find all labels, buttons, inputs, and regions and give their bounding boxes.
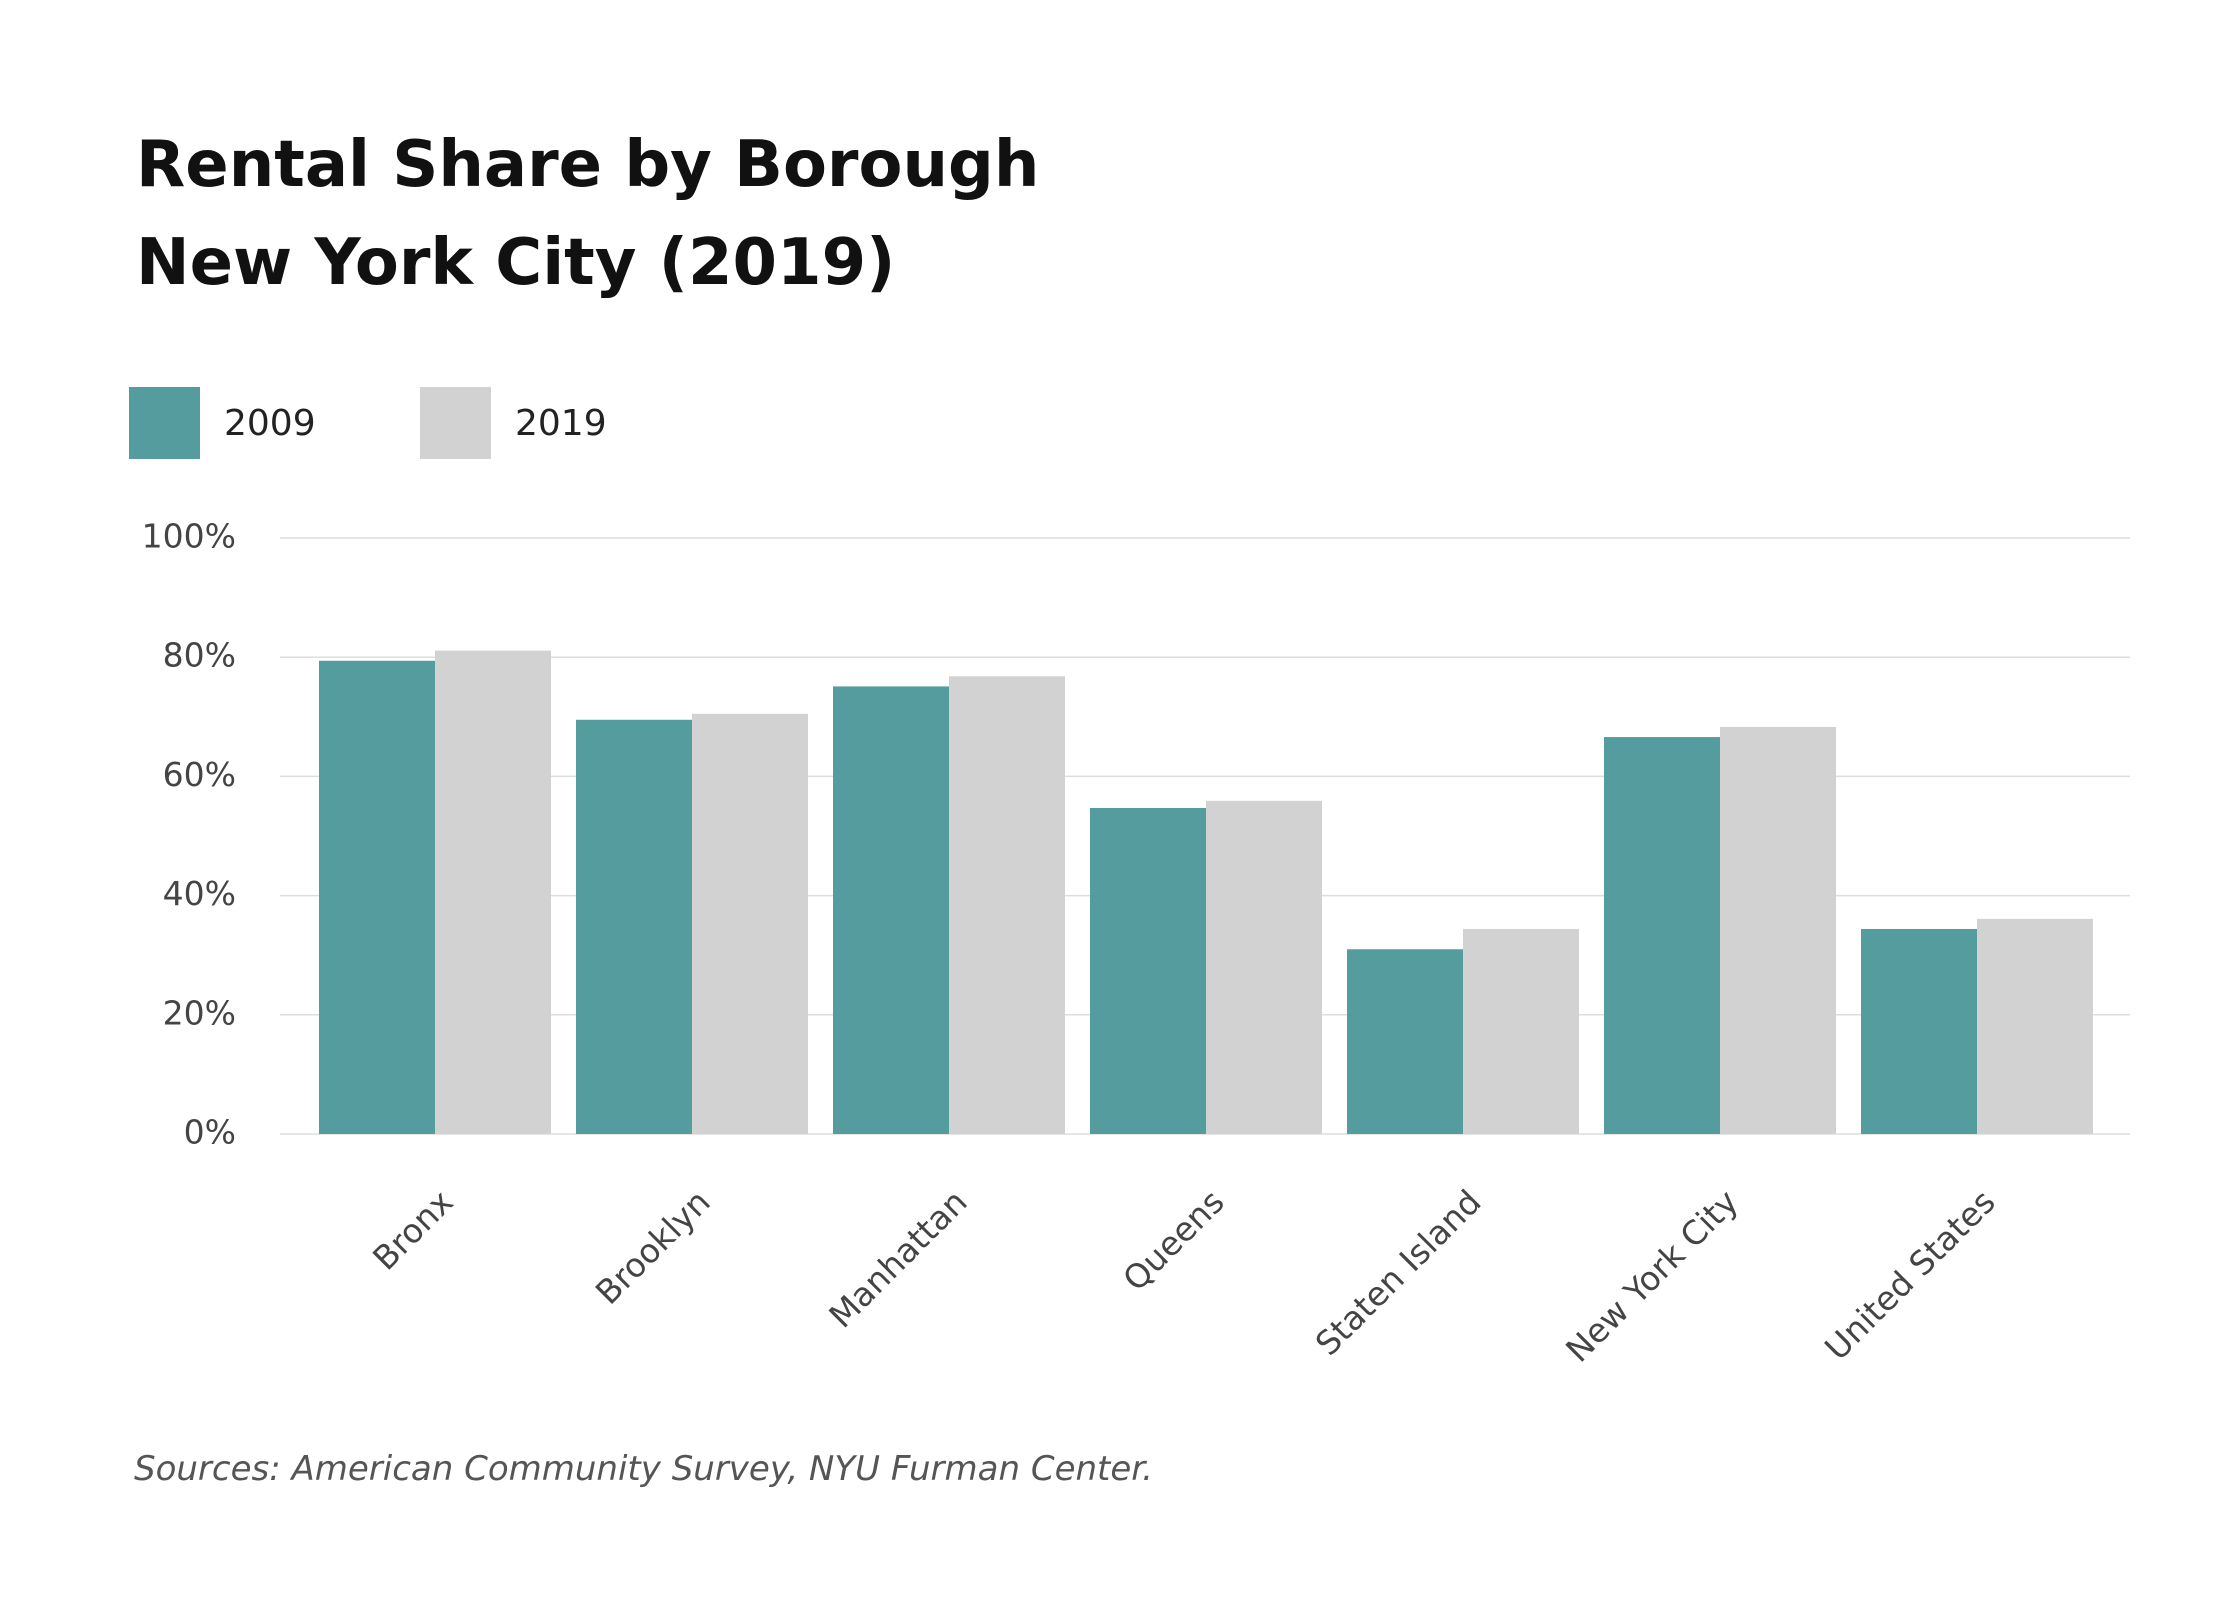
source-note: Sources: American Community Survey, NYU … bbox=[134, 1449, 1153, 1489]
bar bbox=[833, 686, 949, 1134]
legend-label: 2009 bbox=[224, 403, 316, 444]
x-tick-label: Bronx bbox=[365, 1182, 461, 1278]
x-tick-label: Queens bbox=[1115, 1182, 1231, 1298]
x-tick-label: Staten Island bbox=[1308, 1182, 1489, 1363]
legend-swatch bbox=[129, 387, 200, 459]
x-tick-label: Brooklyn bbox=[588, 1182, 718, 1312]
bar bbox=[1861, 928, 1977, 1134]
bar bbox=[576, 719, 692, 1134]
y-tick-label: 40% bbox=[163, 874, 236, 913]
bar bbox=[1347, 949, 1463, 1134]
chart-subtitle: New York City (2019) bbox=[136, 226, 895, 300]
bar bbox=[1604, 737, 1720, 1134]
y-tick-label: 60% bbox=[163, 755, 236, 794]
y-tick-label: 100% bbox=[142, 517, 236, 556]
y-tick-label: 0% bbox=[184, 1113, 236, 1152]
bar bbox=[1977, 918, 2093, 1134]
x-tick-label: New York City bbox=[1558, 1182, 1746, 1370]
x-tick-label: Manhattan bbox=[821, 1182, 974, 1335]
bar bbox=[1720, 726, 1836, 1134]
bar bbox=[435, 650, 551, 1134]
bar bbox=[692, 713, 808, 1134]
x-tick-label: United States bbox=[1817, 1182, 2003, 1368]
legend-swatch bbox=[420, 387, 491, 459]
bar bbox=[1090, 807, 1206, 1134]
chart-title: Rental Share by Borough bbox=[136, 128, 1039, 202]
bar bbox=[1463, 928, 1579, 1134]
legend-label: 2019 bbox=[515, 403, 607, 444]
bar bbox=[949, 676, 1065, 1134]
bar bbox=[319, 660, 435, 1134]
y-tick-label: 80% bbox=[163, 636, 236, 675]
y-tick-label: 20% bbox=[163, 993, 236, 1032]
bar bbox=[1206, 800, 1322, 1134]
